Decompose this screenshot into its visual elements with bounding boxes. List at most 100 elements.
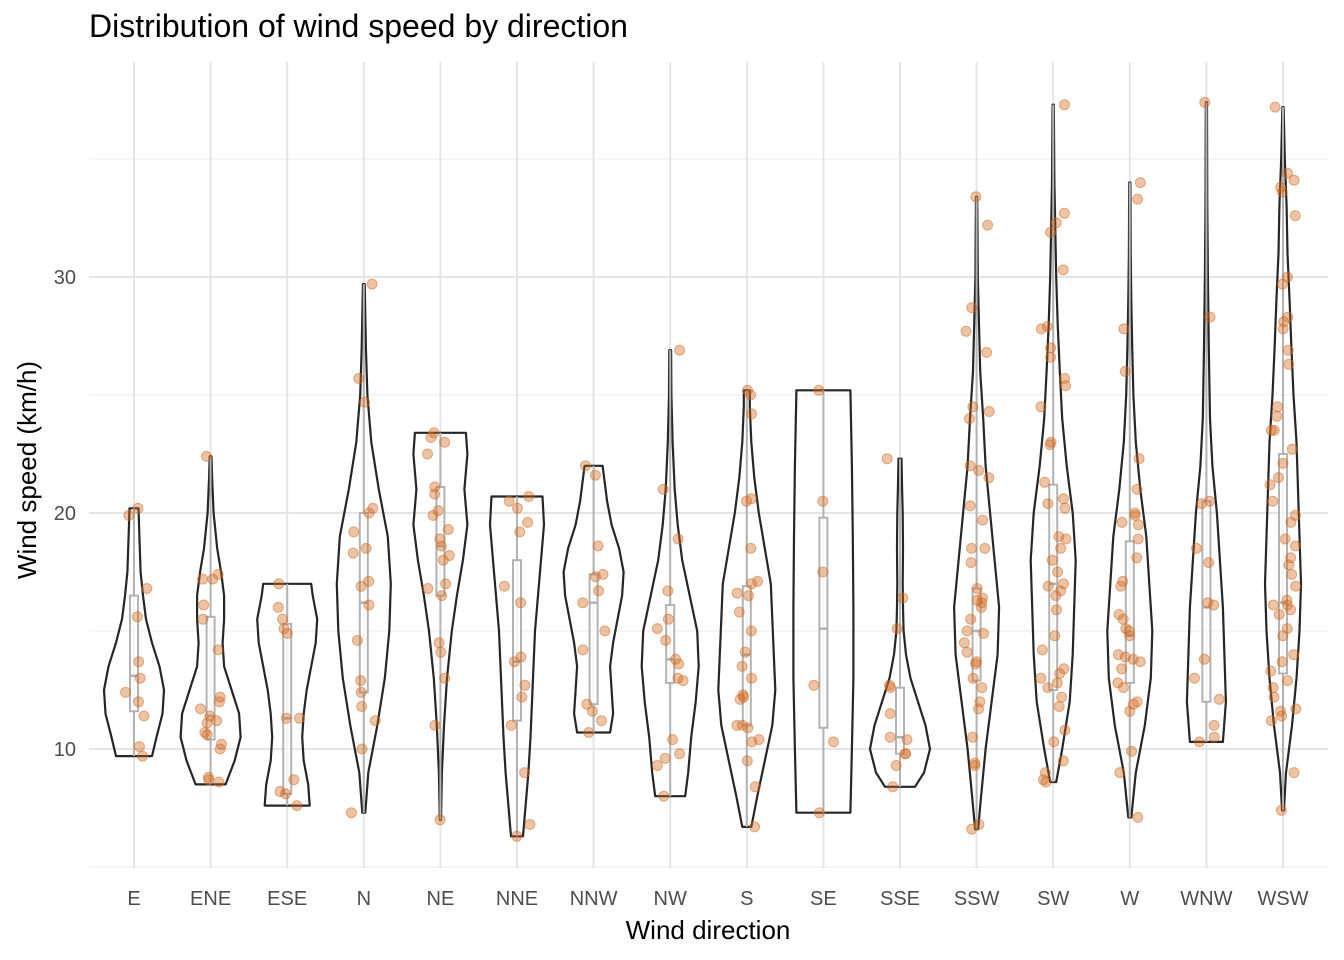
data-point (897, 592, 909, 604)
x-tick-label: SSE (880, 888, 920, 910)
data-point (1059, 724, 1071, 736)
y-tick-label: 10 (54, 739, 76, 761)
data-point (1131, 552, 1143, 564)
data-point (674, 344, 686, 356)
box-SSW (971, 587, 982, 682)
data-point (1045, 342, 1057, 354)
x-tick-label: S (740, 888, 753, 910)
data-point (891, 623, 903, 635)
data-point (672, 672, 684, 684)
x-axis-title: Wind direction (626, 915, 791, 945)
data-point (964, 413, 975, 425)
data-point (977, 514, 989, 526)
data-point (741, 495, 752, 507)
data-point (739, 646, 751, 658)
data-point (1126, 745, 1138, 757)
data-point (1127, 698, 1139, 710)
data-point (141, 583, 153, 594)
data-point (503, 495, 515, 507)
data-point (1268, 691, 1280, 703)
x-tick-label: NW (654, 888, 687, 910)
data-point (662, 613, 674, 625)
box-E (129, 594, 139, 713)
data-point (1202, 597, 1214, 609)
data-point (749, 821, 761, 833)
data-point (439, 436, 451, 448)
data-point (808, 679, 820, 691)
data-point (741, 755, 753, 767)
data-point (1131, 483, 1143, 495)
data-point (274, 786, 286, 797)
data-point (583, 727, 595, 738)
data-point (1194, 736, 1205, 748)
data-point (966, 542, 977, 554)
data-point (577, 597, 589, 609)
data-point (970, 658, 982, 670)
data-point (425, 432, 437, 443)
data-point (1285, 516, 1297, 528)
data-point (1045, 351, 1057, 363)
data-point (813, 384, 825, 396)
data-point (1283, 358, 1295, 370)
data-point (1044, 439, 1056, 451)
data-point (132, 502, 144, 514)
data-point (983, 406, 995, 417)
data-point (123, 509, 135, 521)
data-point (651, 760, 663, 771)
data-point (752, 575, 764, 587)
data-point (973, 465, 985, 476)
data-point (1059, 99, 1070, 111)
data-point (733, 606, 745, 618)
x-tick-label: W (1120, 888, 1139, 910)
data-point (514, 526, 526, 538)
data-point (1055, 542, 1067, 554)
data-point (1060, 533, 1072, 545)
data-point (1051, 604, 1062, 616)
data-point (964, 500, 976, 512)
x-tick-label: SSW (954, 888, 1000, 910)
data-point (1277, 323, 1289, 335)
data-point (1277, 630, 1289, 642)
data-point (749, 781, 761, 793)
box-WSW (1278, 453, 1288, 675)
violin-NE (412, 431, 469, 821)
data-point (1290, 580, 1302, 592)
data-point (435, 646, 447, 658)
data-point (1189, 672, 1200, 684)
y-axis-ticks: 10 20 30 (54, 267, 76, 761)
data-point (440, 578, 452, 590)
data-point (1054, 668, 1066, 679)
data-point (512, 502, 523, 514)
x-tick-label: ESE (267, 888, 307, 910)
y-tick-label: 20 (54, 503, 76, 525)
data-point (1132, 533, 1144, 545)
data-point (1060, 380, 1072, 392)
violin-SW (1029, 103, 1077, 784)
data-point (201, 717, 213, 729)
data-point (1115, 580, 1127, 592)
data-point (884, 708, 896, 720)
data-point (1132, 193, 1144, 205)
data-point (746, 672, 758, 684)
data-point (1050, 217, 1062, 229)
data-point (674, 748, 686, 760)
data-point (347, 547, 359, 559)
data-point (965, 613, 977, 625)
x-tick-label: N (357, 888, 371, 910)
data-point (1282, 344, 1294, 356)
data-point (207, 573, 219, 585)
data-point (1056, 691, 1068, 703)
data-point (498, 580, 510, 592)
data-point (138, 710, 150, 722)
data-point (1035, 401, 1047, 413)
data-point (356, 743, 368, 755)
data-point (272, 601, 284, 613)
data-point (1114, 767, 1126, 779)
data-point (743, 590, 755, 602)
data-point (1288, 649, 1300, 661)
data-point (577, 644, 589, 656)
data-point (1058, 207, 1070, 219)
data-point (961, 646, 973, 658)
box-W (1124, 540, 1135, 684)
data-point (195, 703, 206, 715)
